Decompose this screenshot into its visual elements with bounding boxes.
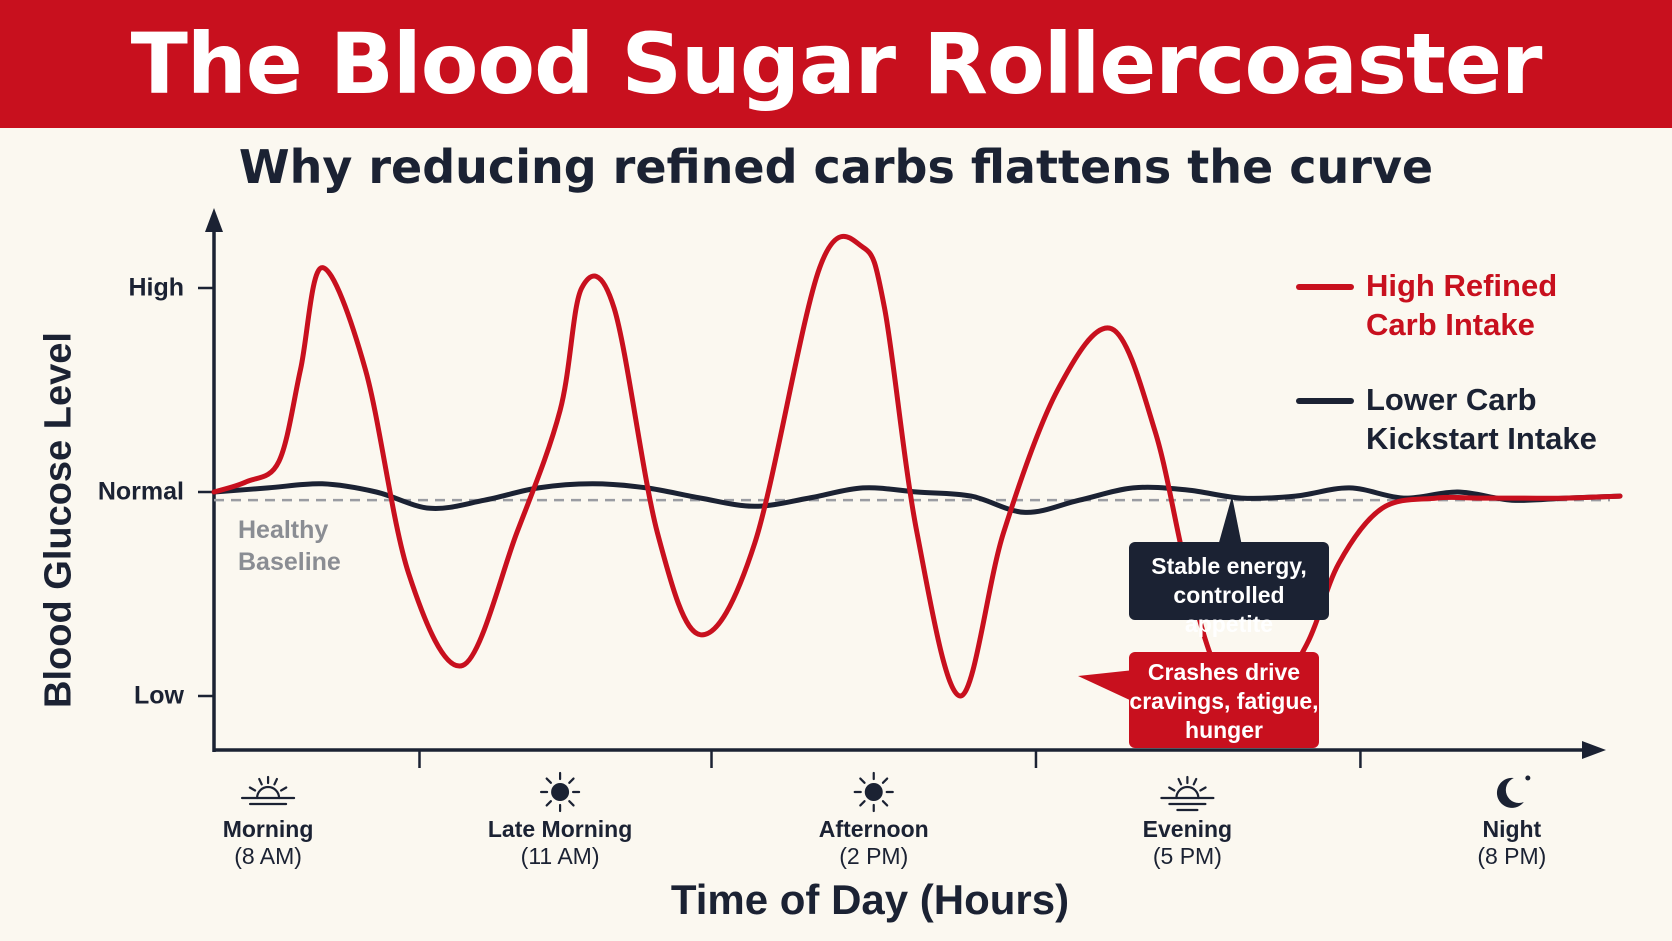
x-tick-time: (5 PM) — [1152, 843, 1222, 869]
crash-callout: Crashes drive cravings, fatigue, hunger — [1129, 652, 1319, 748]
y-axis-label: Blood Glucose Level — [37, 332, 80, 708]
sunset-icon — [1160, 775, 1215, 812]
baseline-label-line1: Healthy — [238, 516, 329, 544]
x-tick-label: Evening (5 PM) — [1077, 816, 1297, 870]
x-tick-label: Late Morning (11 AM) — [450, 816, 670, 870]
sunrise-icon — [240, 775, 296, 806]
x-tick-time: (8 AM) — [234, 843, 302, 869]
x-tick-name: Evening — [1142, 816, 1233, 842]
stable-callout-pointer — [1218, 496, 1242, 546]
x-tick-name: Night — [1482, 816, 1542, 842]
crash-callout-line2: cravings, fatigue, — [1129, 688, 1319, 714]
stable-callout-line2: controlled appetite — [1173, 582, 1285, 637]
series-line-high-refined-carb-intake — [211, 233, 1623, 710]
legend-swatch-high-carb — [1296, 284, 1354, 290]
chart-title: The Blood Sugar Rollercoaster — [130, 15, 1543, 113]
stable-callout-line1: Stable energy, — [1151, 553, 1307, 579]
crash-callout-line1: Crashes drive — [1147, 659, 1301, 685]
baseline-label-line2: Baseline — [238, 548, 341, 576]
legend-low-line1: Lower Carb — [1366, 382, 1537, 417]
y-axis-arrow — [205, 208, 223, 232]
crash-callout-pointer — [1078, 670, 1134, 702]
chart-subtitle: Why reducing refined carbs flattens the … — [238, 140, 1434, 194]
x-tick-label: Night (8 PM) — [1402, 816, 1622, 870]
x-tick-name: Late Morning — [487, 816, 633, 842]
x-tick-name: Morning — [222, 816, 314, 842]
stable-energy-callout: Stable energy, controlled appetite — [1129, 542, 1329, 637]
legend-low-line2: Kickstart Intake — [1366, 421, 1597, 456]
legend-label-low-carb: Lower Carb Kickstart Intake — [1366, 380, 1616, 458]
y-tick-label: High — [128, 273, 184, 302]
y-tick-label: Normal — [97, 477, 184, 506]
x-axis-label: Time of Day (Hours) — [670, 876, 1070, 923]
crash-callout-line3: hunger — [1185, 717, 1263, 743]
sun-icon — [539, 771, 581, 813]
x-tick-time: (11 AM) — [520, 843, 600, 869]
x-tick-label: Morning (8 AM) — [158, 816, 378, 870]
legend-high-line2: Carb Intake — [1366, 307, 1535, 342]
series-line-lower-carb-kickstart-intake — [211, 481, 1623, 515]
title-banner: The Blood Sugar Rollercoaster — [0, 0, 1672, 128]
legend-high-line1: High Refined — [1366, 268, 1558, 303]
baseline-label: Healthy Baseline — [238, 514, 388, 578]
sun-icon — [853, 771, 894, 813]
x-tick-label: Afternoon (2 PM) — [764, 816, 984, 870]
legend-item-low-carb: Lower Carb Kickstart Intake — [1296, 380, 1616, 458]
x-tick-time: (8 PM) — [1477, 843, 1547, 869]
y-tick-label: Low — [134, 681, 184, 710]
legend-item-high-carb: High Refined Carb Intake — [1296, 266, 1616, 344]
moon-icon — [1496, 775, 1531, 808]
x-tick-name: Afternoon — [818, 816, 929, 842]
x-tick-time: (2 PM) — [839, 843, 909, 869]
x-axis-arrow — [1582, 741, 1606, 759]
legend-swatch-low-carb — [1296, 398, 1354, 404]
legend-label-high-carb: High Refined Carb Intake — [1366, 266, 1616, 344]
